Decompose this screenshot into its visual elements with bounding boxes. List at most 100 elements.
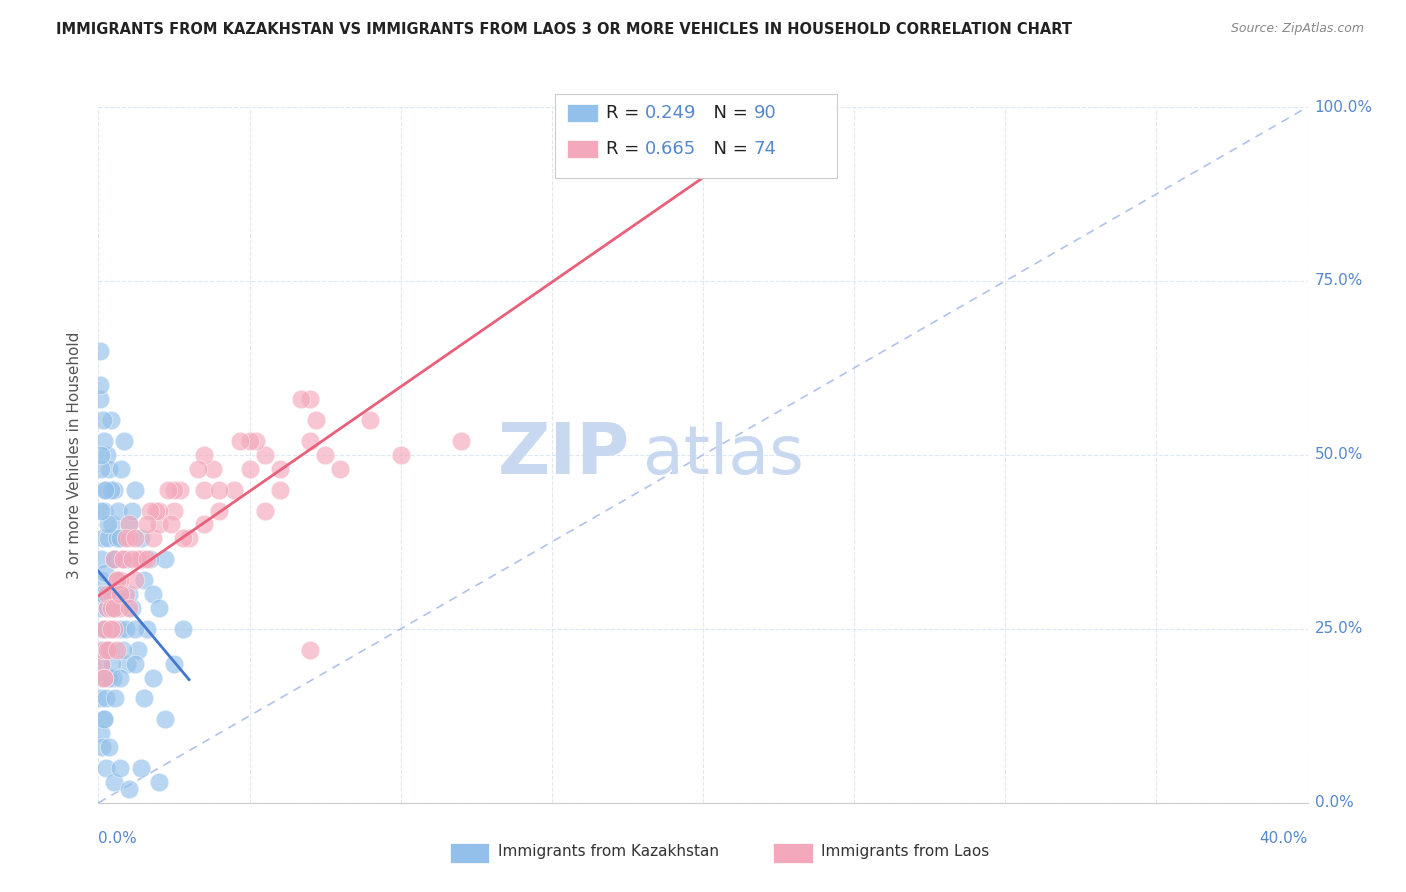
Point: [224, 483, 246, 497]
Point: [93, 434, 115, 448]
Text: R =: R =: [606, 140, 645, 158]
Point: [118, 781, 141, 796]
Point: [229, 434, 252, 448]
Point: [93, 671, 115, 685]
Point: [135, 517, 157, 532]
Point: [107, 503, 129, 517]
Point: [97, 532, 120, 546]
Point: [93, 622, 115, 636]
Point: [299, 642, 322, 657]
Point: [142, 671, 165, 685]
Point: [132, 552, 155, 566]
Point: [103, 775, 125, 789]
Point: [108, 573, 131, 587]
Point: [172, 532, 194, 546]
Text: 0.665: 0.665: [645, 140, 696, 158]
Text: 90: 90: [754, 104, 776, 122]
Point: [111, 642, 134, 657]
Point: [97, 517, 120, 532]
Point: [89, 691, 111, 706]
Point: [329, 462, 352, 476]
Point: [111, 552, 134, 566]
Point: [118, 517, 141, 532]
Point: [93, 712, 115, 726]
Point: [93, 671, 115, 685]
Point: [129, 532, 152, 546]
Point: [94, 691, 117, 706]
Point: [94, 566, 117, 581]
Point: [90, 657, 112, 671]
Text: 100.0%: 100.0%: [1315, 100, 1372, 114]
Text: IMMIGRANTS FROM KAZAKHSTAN VS IMMIGRANTS FROM LAOS 3 OR MORE VEHICLES IN HOUSEHO: IMMIGRANTS FROM KAZAKHSTAN VS IMMIGRANTS…: [56, 22, 1073, 37]
Point: [100, 587, 122, 601]
Point: [91, 642, 114, 657]
Point: [118, 517, 141, 532]
Point: [163, 503, 186, 517]
Point: [100, 483, 122, 497]
Text: Immigrants from Kazakhstan: Immigrants from Kazakhstan: [498, 845, 718, 859]
Point: [96, 642, 118, 657]
Point: [127, 642, 149, 657]
Point: [142, 532, 165, 546]
Point: [110, 587, 132, 601]
Point: [91, 413, 114, 427]
Point: [91, 587, 114, 601]
Point: [121, 552, 143, 566]
Point: [153, 552, 176, 566]
Point: [89, 601, 111, 615]
Text: R =: R =: [606, 104, 645, 122]
Point: [96, 448, 118, 462]
Point: [450, 434, 472, 448]
Point: [89, 378, 111, 392]
Point: [108, 587, 131, 601]
Point: [124, 483, 146, 497]
Point: [101, 671, 124, 685]
Point: [118, 587, 141, 601]
Point: [156, 483, 179, 497]
Point: [132, 573, 155, 587]
Point: [208, 503, 231, 517]
Point: [163, 657, 186, 671]
Point: [93, 622, 115, 636]
Text: 25.0%: 25.0%: [1315, 622, 1362, 636]
Point: [105, 642, 128, 657]
Point: [299, 434, 322, 448]
Point: [108, 671, 131, 685]
Point: [127, 552, 149, 566]
Point: [160, 517, 183, 532]
Point: [245, 434, 267, 448]
Point: [253, 503, 276, 517]
Point: [239, 434, 262, 448]
Point: [129, 761, 152, 775]
Point: [90, 462, 112, 476]
Text: 75.0%: 75.0%: [1315, 274, 1362, 288]
Point: [98, 671, 121, 685]
Point: [202, 462, 225, 476]
Point: [108, 532, 131, 546]
Point: [124, 657, 146, 671]
Text: Source: ZipAtlas.com: Source: ZipAtlas.com: [1230, 22, 1364, 36]
Point: [104, 691, 127, 706]
Point: [187, 462, 209, 476]
Text: atlas: atlas: [643, 422, 803, 488]
Point: [96, 642, 118, 657]
Y-axis label: 3 or more Vehicles in Household: 3 or more Vehicles in Household: [67, 331, 83, 579]
Text: 74: 74: [754, 140, 776, 158]
Point: [121, 601, 143, 615]
Point: [111, 552, 134, 566]
Point: [103, 552, 125, 566]
Point: [90, 503, 112, 517]
Point: [142, 587, 165, 601]
Point: [98, 642, 121, 657]
Point: [124, 573, 146, 587]
Point: [105, 573, 128, 587]
Point: [90, 726, 112, 740]
Point: [114, 622, 136, 636]
Point: [253, 448, 276, 462]
Point: [103, 601, 125, 615]
Point: [193, 448, 215, 462]
Point: [139, 552, 162, 566]
Text: N =: N =: [702, 104, 754, 122]
Point: [91, 642, 114, 657]
Point: [114, 532, 136, 546]
